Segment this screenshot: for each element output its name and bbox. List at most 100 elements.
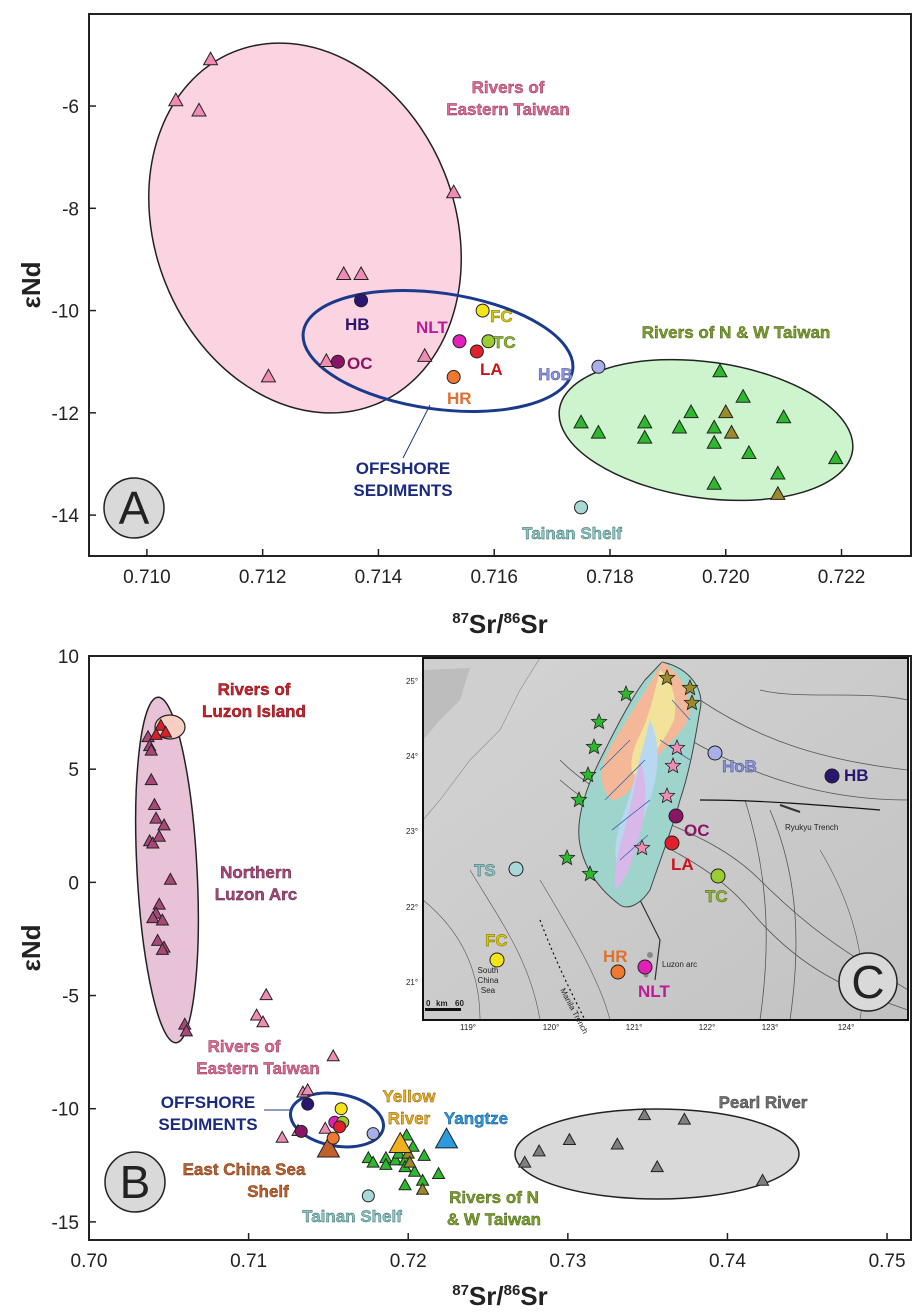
map-label-ryukyu: Ryukyu Trench [785,823,838,832]
x-tick-label: 0.710 [123,567,171,588]
big-marker [434,1127,459,1149]
y-axis-title-b: εNd [16,925,46,972]
x-tick-label: 0.74 [709,1251,746,1272]
label-yellow-2: River [388,1109,431,1128]
map-frame [422,657,909,1021]
eastern-point [416,347,433,362]
eastern-point [335,265,352,281]
label-eastern-b-1: Rivers of [208,1037,281,1056]
y-tick-label: -10 [52,1100,79,1121]
label-la: LA [480,360,503,379]
nw_green-point [706,475,723,490]
map-site-marker [664,835,680,851]
label-eastern-b-2: Eastern Taiwan [196,1059,319,1078]
x-tick-label: 0.716 [470,567,518,588]
nw_green-point [683,403,699,419]
big-marker [316,1136,341,1158]
map-site-marker [508,861,524,877]
nw_green-point [827,450,844,465]
panel-c-inset-map: 119° 120° 121° 122° 123° 124° 25° 24° 23… [406,657,909,1035]
y-axis-title-a: εNd [16,262,46,309]
y-tick-label: -14 [52,506,80,527]
map-pink-star [664,756,682,774]
map-site-marker [668,808,684,824]
luzon_arc-point [149,811,163,824]
map-site-marker [824,768,840,784]
map-green-star [570,790,588,808]
label-tainan-shelf: Tainan Shelf [522,524,622,543]
label-pearl: Pearl River [719,1093,808,1112]
map-olive-star [658,668,676,686]
pearl-point [677,1112,692,1125]
luzon_arc-point [145,910,160,924]
map-lat-21: 21° [406,978,418,987]
y-tick-label: 0 [68,873,79,894]
pearl-point [755,1173,770,1186]
eastern-point [353,265,369,281]
y-tick-label: -15 [52,1213,79,1234]
x-tick-label: 0.75 [869,1251,906,1272]
map-label-la: LA [671,855,694,874]
nw_olive-point [717,403,734,419]
luzon_island-point [153,718,168,731]
x-tick-label: 0.712 [239,567,287,588]
map-lon-121: 121° [626,1023,643,1032]
pearl-point [562,1132,577,1146]
label-ecs-2: Shelf [247,1182,289,1201]
nw_green-point [431,1166,446,1179]
label-hr: HR [447,389,472,408]
map-label-luzon-arc: Luzon arc [662,960,697,969]
map-green-star [581,864,599,882]
luzon_arc-point [147,797,162,810]
eastern-point [167,92,184,107]
offshore-point [326,1131,340,1145]
eastern-point [300,1082,315,1096]
nw_green-point [741,444,757,460]
eastern-point [191,102,207,117]
nw_green-point [671,419,688,434]
offshore-point [469,344,484,359]
y-tick-label: 10 [58,647,79,668]
x-tick-label: 0.714 [355,567,403,588]
nw_green-point [706,434,723,449]
map-olive-star [681,678,699,696]
nw_olive-point [770,485,786,500]
offshore-point [475,303,490,318]
label-eastern-1: Rivers of [472,78,545,97]
luzon_arc-point [163,872,178,885]
map-lat-25: 25° [406,677,418,686]
nw_green-point [366,1155,380,1168]
map-label-scs-3: Sea [481,986,496,995]
offshore-pointer-line [402,404,431,459]
map-site-marker [710,868,726,884]
eastern-point [445,184,462,199]
nw_green-point [735,388,751,403]
map-green-star [617,684,635,702]
nw_green-point [590,424,607,439]
map-pink-star [668,738,686,756]
y-tick-label: -8 [62,199,79,220]
nw_green-point [706,419,723,434]
luzon_arc-point [152,829,167,842]
label-luzon-arc-2: Luzon Arc [215,885,297,904]
offshore-point [366,1127,380,1141]
nw_green-point [636,429,653,444]
panel-a: 0.710 0.712 0.714 0.716 0.718 0.720 0.722 -6 -8 -… [16,13,912,639]
nw_green-point [379,1157,393,1170]
panel-letter-circle-b [104,1151,166,1213]
map-lat-24: 24° [406,752,418,761]
y-tick-label: -5 [62,987,79,1008]
map-label-hb: HB [844,766,869,785]
map-label-scs-1: South [478,966,499,975]
map-label-hr: HR [603,947,628,966]
map-lon-123: 123° [762,1023,779,1032]
luzon_arc-point [145,836,160,849]
x-axis-title-b: 87Sr/86Sr [452,1281,548,1311]
label-yangtze: Yangtze [444,1109,508,1128]
label-nw-b-2: & W Taiwan [447,1210,541,1229]
luzon_arc-point [144,743,159,756]
map-site-marker [489,952,505,968]
x-tick-label: 0.718 [586,567,634,588]
map-green-star [558,848,576,866]
offshore-point [301,1097,315,1111]
